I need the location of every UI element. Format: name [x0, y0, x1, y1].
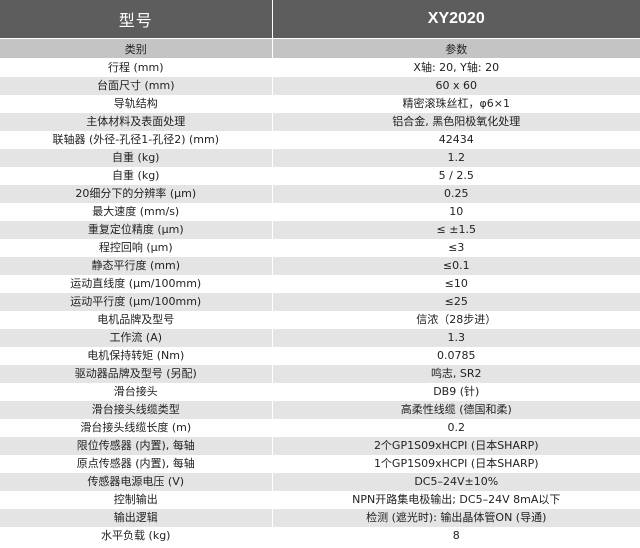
spec-name: 导轨结构: [0, 95, 273, 113]
spec-name: 运动直线度 (μm/100mm): [0, 275, 273, 293]
spec-name: 静态平行度 (mm): [0, 257, 273, 275]
spec-name: 运动平行度 (μm/100mm): [0, 293, 273, 311]
table-row: 输出逻辑 检测 (遮光时): 输出晶体管ON (导通): [0, 509, 640, 527]
spec-value: 信浓（28步进）: [272, 311, 640, 329]
spec-name: 滑台接头线缆类型: [0, 401, 273, 419]
spec-name: 自重 (kg): [0, 149, 273, 167]
table-row: 联轴器 (外径-孔径1-孔径2) (mm) 42434: [0, 131, 640, 149]
table-row: 滑台接头线缆类型 高柔性线缆 (德国和柔): [0, 401, 640, 419]
spec-value: DC5–24V±10%: [272, 473, 640, 491]
spec-name: 水平负载 (kg): [0, 527, 273, 545]
spec-value: ≤0.1: [272, 257, 640, 275]
spec-name: 滑台接头: [0, 383, 273, 401]
spec-name: 电机品牌及型号: [0, 311, 273, 329]
spec-name: 原点传感器 (内置), 每轴: [0, 455, 273, 473]
spec-name: 控制输出: [0, 491, 273, 509]
spec-value: 鸣志, SR2: [272, 365, 640, 383]
spec-name: 滑台接头线缆长度 (m): [0, 419, 273, 437]
spec-name: 20细分下的分辨率 (μm): [0, 185, 273, 203]
spec-value: 0.2: [272, 419, 640, 437]
spec-value: ≤10: [272, 275, 640, 293]
spec-value: 8: [272, 527, 640, 545]
table-row: 运动直线度 (μm/100mm) ≤10: [0, 275, 640, 293]
spec-value: ≤3: [272, 239, 640, 257]
table-row: 电机品牌及型号 信浓（28步进）: [0, 311, 640, 329]
spec-value: 1个GP1S09xHCPI (日本SHARP): [272, 455, 640, 473]
spec-name: 驱动器品牌及型号 (另配): [0, 365, 273, 383]
table-row: 自重 (kg) 5 / 2.5: [0, 167, 640, 185]
spec-body: 行程 (mm) X轴: 20, Y轴: 20 台面尺寸 (mm) 60 x 60 导轨结…: [0, 58, 640, 545]
spec-value: ≤25: [272, 293, 640, 311]
table-row: 驱动器品牌及型号 (另配) 鸣志, SR2: [0, 365, 640, 383]
table-row: 控制输出 NPN开路集电极输出; DC5–24V 8mA以下: [0, 491, 640, 509]
table-row: 台面尺寸 (mm) 60 x 60: [0, 77, 640, 95]
spec-name: 传感器电源电压 (V): [0, 473, 273, 491]
spec-name: 台面尺寸 (mm): [0, 77, 273, 95]
spec-value: 铝合金, 黑色阳极氧化处理: [272, 113, 640, 131]
table-row: 滑台接头 DB9 (针): [0, 383, 640, 401]
table-row: 20细分下的分辨率 (μm) 0.25: [0, 185, 640, 203]
table-row: 运动平行度 (μm/100mm) ≤25: [0, 293, 640, 311]
param-header: 参数: [272, 38, 640, 59]
spec-value: X轴: 20, Y轴: 20: [272, 58, 640, 77]
category-header: 类别: [0, 38, 273, 59]
spec-value: 1.3: [272, 329, 640, 347]
spec-name: 输出逻辑: [0, 509, 273, 527]
table-row: 最大速度 (mm/s) 10: [0, 203, 640, 221]
spec-value: NPN开路集电极输出; DC5–24V 8mA以下: [272, 491, 640, 509]
table-row: 重复定位精度 (μm) ≤ ±1.5: [0, 221, 640, 239]
spec-name: 联轴器 (外径-孔径1-孔径2) (mm): [0, 131, 273, 149]
spec-value: 精密滚珠丝杠，φ6×1: [272, 95, 640, 113]
model-header-row: 型号 XY2020: [0, 0, 640, 39]
spec-name: 主体材料及表面处理: [0, 113, 273, 131]
spec-value: 2个GP1S09xHCPI (日本SHARP): [272, 437, 640, 455]
spec-name: 最大速度 (mm/s): [0, 203, 273, 221]
table-row: 工作流 (A) 1.3: [0, 329, 640, 347]
spec-name: 限位传感器 (内置), 每轴: [0, 437, 273, 455]
table-row: 程控回响 (μm) ≤3: [0, 239, 640, 257]
table-row: 电机保持转矩 (Nm) 0.0785: [0, 347, 640, 365]
spec-name: 程控回响 (μm): [0, 239, 273, 257]
model-value: XY2020: [272, 0, 640, 39]
spec-value: ≤ ±1.5: [272, 221, 640, 239]
spec-value: 10: [272, 203, 640, 221]
table-row: 行程 (mm) X轴: 20, Y轴: 20: [0, 58, 640, 77]
column-header-row: 类别 参数: [0, 38, 640, 59]
spec-value: DB9 (针): [272, 383, 640, 401]
table-row: 自重 (kg) 1.2: [0, 149, 640, 167]
table-row: 原点传感器 (内置), 每轴 1个GP1S09xHCPI (日本SHARP): [0, 455, 640, 473]
table-row: 水平负载 (kg) 8: [0, 527, 640, 545]
table-row: 传感器电源电压 (V) DC5–24V±10%: [0, 473, 640, 491]
spec-name: 自重 (kg): [0, 167, 273, 185]
spec-value: 60 x 60: [272, 77, 640, 95]
spec-name: 重复定位精度 (μm): [0, 221, 273, 239]
table-row: 主体材料及表面处理 铝合金, 黑色阳极氧化处理: [0, 113, 640, 131]
spec-name: 工作流 (A): [0, 329, 273, 347]
spec-name: 行程 (mm): [0, 58, 273, 77]
spec-value: 0.25: [272, 185, 640, 203]
table-row: 滑台接头线缆长度 (m) 0.2: [0, 419, 640, 437]
spec-value: 高柔性线缆 (德国和柔): [272, 401, 640, 419]
spec-value: 0.0785: [272, 347, 640, 365]
table-row: 导轨结构 精密滚珠丝杠，φ6×1: [0, 95, 640, 113]
table-row: 限位传感器 (内置), 每轴 2个GP1S09xHCPI (日本SHARP): [0, 437, 640, 455]
spec-value: 5 / 2.5: [272, 167, 640, 185]
spec-value: 1.2: [272, 149, 640, 167]
model-label: 型号: [0, 0, 273, 39]
spec-name: 电机保持转矩 (Nm): [0, 347, 273, 365]
table-row: 静态平行度 (mm) ≤0.1: [0, 257, 640, 275]
spec-value: 检测 (遮光时): 输出晶体管ON (导通): [272, 509, 640, 527]
spec-value: 42434: [272, 131, 640, 149]
